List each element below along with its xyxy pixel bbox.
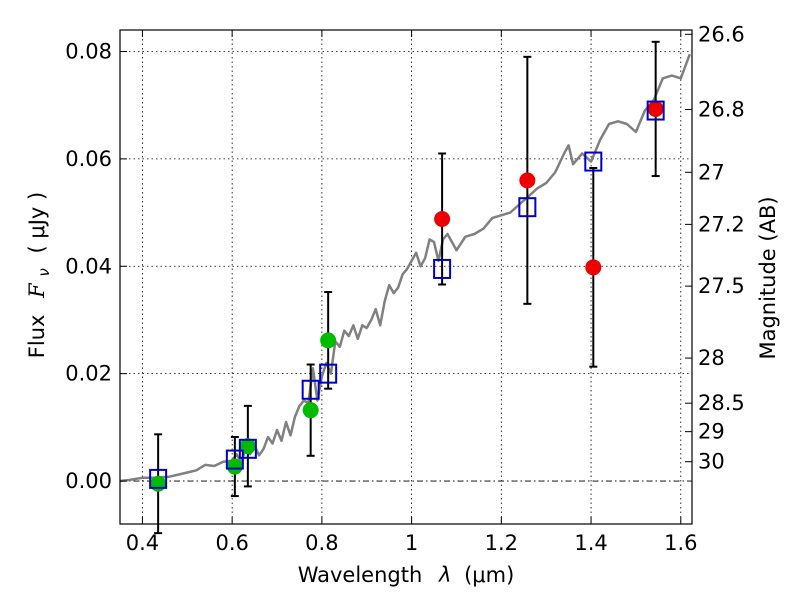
x-tick-label: 1.6 <box>664 531 697 555</box>
x-axis-label-unit: (μm) <box>464 563 514 587</box>
y-axis-label-subscript: ν <box>35 268 53 276</box>
red-point <box>434 211 451 228</box>
y2-tick-label: 29 <box>698 420 725 444</box>
model-square-point <box>433 258 452 279</box>
y2-tick-label: 28.5 <box>698 391 745 415</box>
y2-tick-label: 30 <box>698 450 725 474</box>
grid-layer <box>120 30 692 524</box>
red-point <box>519 172 536 189</box>
model-spectrum-line <box>119 53 691 483</box>
tick-layer: 0.4 0.6 0.8 1 1.2 1.4 1.6 0.00 0.02 0.04 0.06 0.08 2… <box>65 22 745 555</box>
model-square-point <box>646 100 665 121</box>
y-axis-label-prefix: Flux <box>25 315 49 359</box>
x-tick-label: 0.4 <box>126 531 159 555</box>
y2-tick-label: 26.8 <box>698 97 745 121</box>
x-axis-label-prefix: Wavelength <box>298 563 423 587</box>
y-tick-label: 0.02 <box>65 362 112 386</box>
y-tick-label: 0.04 <box>65 254 112 278</box>
y2-tick-label: 27 <box>698 160 725 184</box>
plot-frame <box>119 29 693 525</box>
series-layer <box>119 40 691 535</box>
red-point <box>585 259 602 276</box>
green-point <box>150 475 167 492</box>
x-tick-label: 1.4 <box>574 531 607 555</box>
x-tick-label: 0.6 <box>215 531 248 555</box>
model-square-point <box>149 468 168 489</box>
x-tick-label: 0.8 <box>305 531 338 555</box>
green-point <box>239 438 256 455</box>
x-tick-label: 1.2 <box>485 531 518 555</box>
y2-tick-label: 27.5 <box>698 274 745 298</box>
y2-tick-label: 28 <box>698 346 725 370</box>
green-point <box>302 402 319 419</box>
model-square-point <box>301 379 320 400</box>
x-tick-label: 1 <box>405 531 418 555</box>
y-axis-label-symbol: F <box>25 282 49 299</box>
model-square-point <box>319 363 338 384</box>
y-tick-label: 0.08 <box>65 39 112 63</box>
y2-axis-label: Magnitude (AB) <box>756 196 780 359</box>
model-square-point <box>584 151 603 172</box>
y-axis-label: Flux F ν ( μJy ) <box>25 192 54 358</box>
red-point <box>647 100 664 117</box>
x-axis-label-symbol: λ <box>438 563 451 587</box>
x-axis-label: Wavelength λ (μm) <box>298 563 515 587</box>
model-square-point <box>518 197 537 218</box>
model-square-point <box>238 438 257 459</box>
green-point <box>320 332 337 349</box>
y-axis-label-unit: ( μJy ) <box>25 192 49 254</box>
y2-tick-label: 26.6 <box>698 22 745 46</box>
y-tick-label: 0.00 <box>65 469 112 493</box>
y-tick-label: 0.06 <box>65 147 112 171</box>
model-square-point <box>225 449 244 470</box>
green-point <box>226 458 243 475</box>
y2-tick-label: 27.2 <box>698 212 745 236</box>
